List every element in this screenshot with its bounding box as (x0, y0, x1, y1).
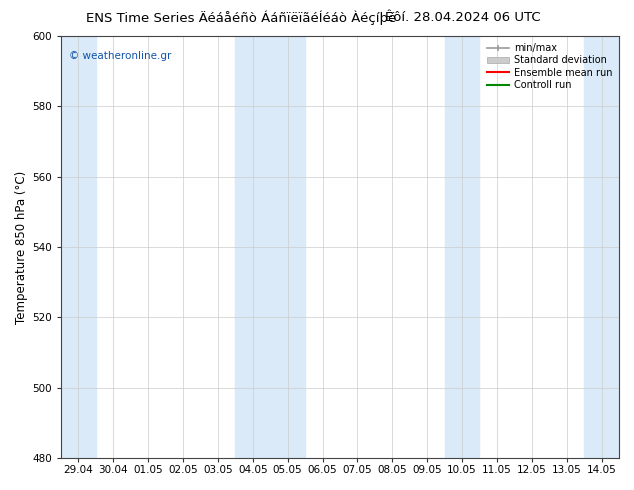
Text: ENS Time Series Äéáåéñò ÁáñïëïãéÍéáò Àéçíþé: ENS Time Series Äéáåéñò ÁáñïëïãéÍéáò Àéç… (86, 11, 396, 25)
Bar (584, 36, 619, 458)
Bar (444, 36, 479, 458)
Text: © weatheronline.gr: © weatheronline.gr (69, 51, 172, 61)
Y-axis label: Temperature 850 hPa (°C): Temperature 850 hPa (°C) (15, 171, 28, 324)
Bar (61, 36, 96, 458)
Text: Êôí. 28.04.2024 06 UTC: Êôí. 28.04.2024 06 UTC (385, 11, 541, 24)
Bar (235, 36, 305, 458)
Legend: min/max, Standard deviation, Ensemble mean run, Controll run: min/max, Standard deviation, Ensemble me… (484, 39, 616, 94)
